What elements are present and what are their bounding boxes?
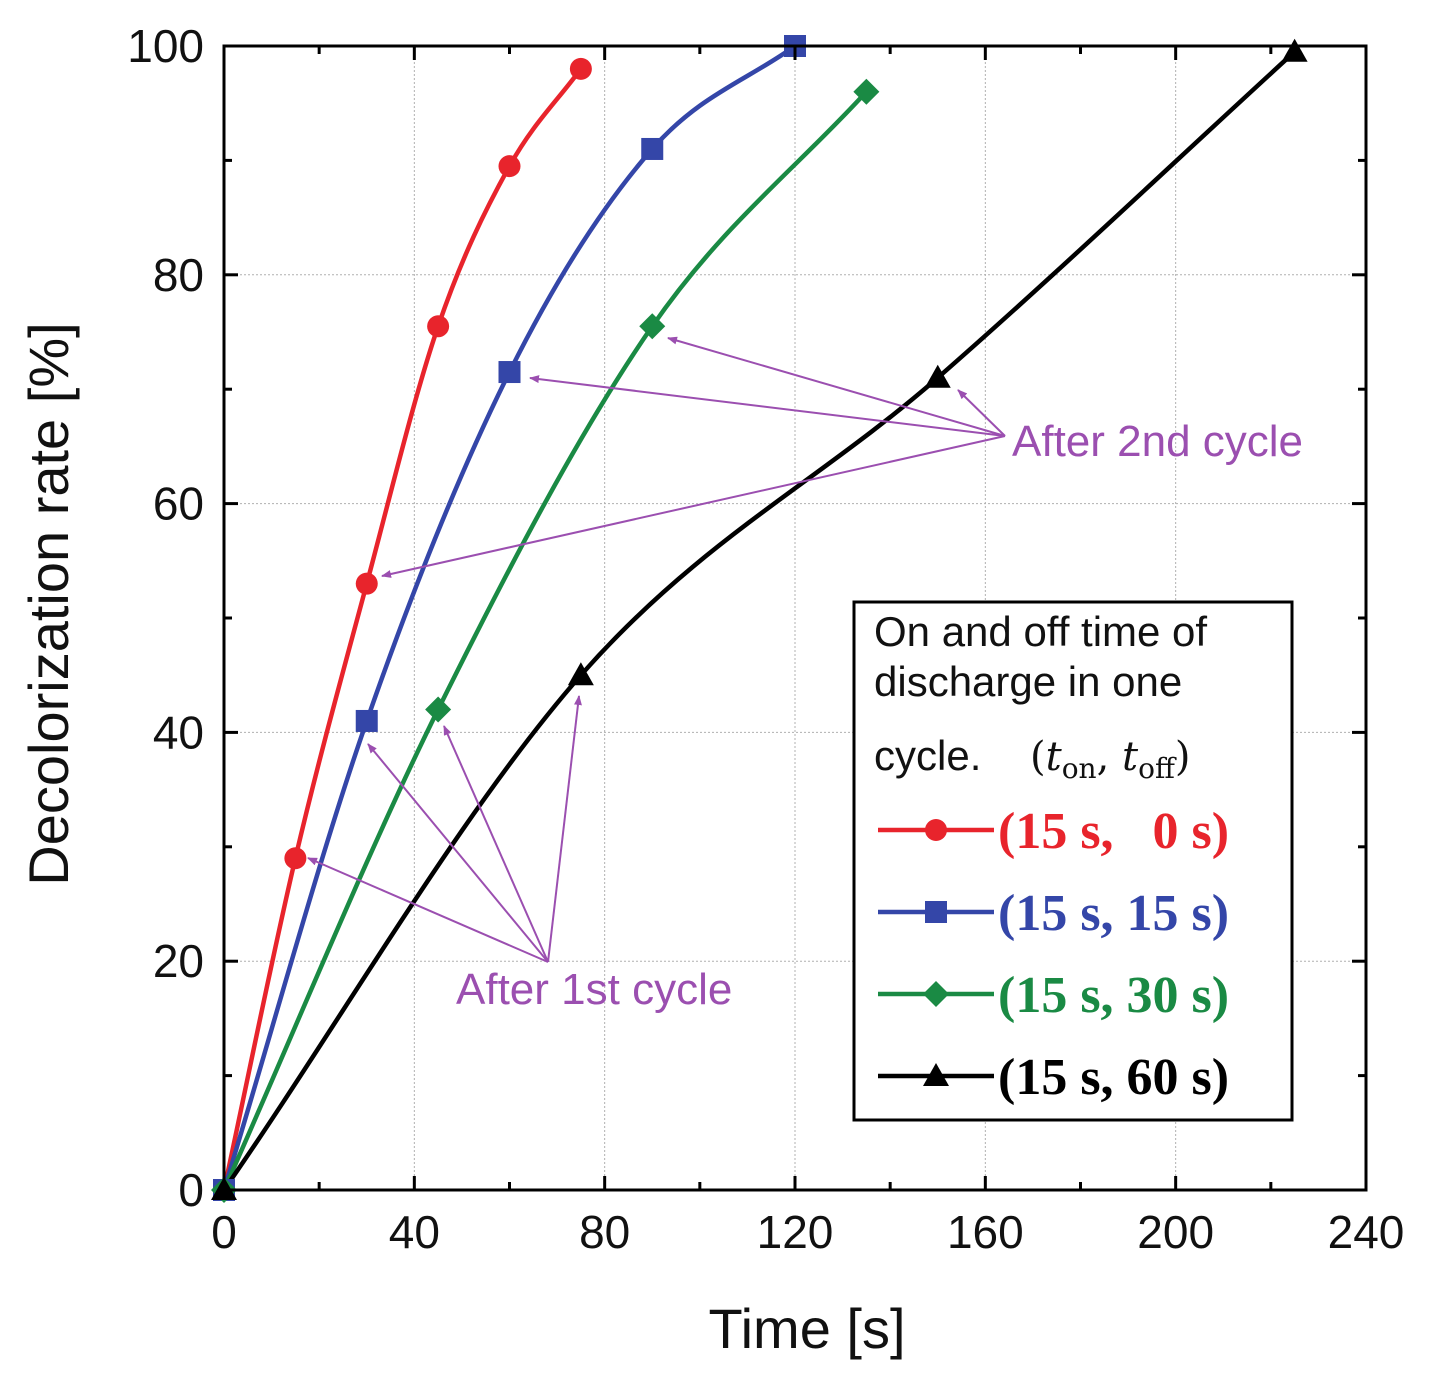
data-point-15-60 (924, 364, 951, 388)
y-tick-label: 40 (153, 706, 204, 758)
legend-marker-15-0 (925, 819, 947, 841)
series-line-15-15 (221, 43, 798, 1193)
y-tick-label: 20 (153, 935, 204, 987)
data-point-15-30 (639, 313, 666, 340)
x-tick-label: 160 (947, 1206, 1024, 1258)
annotation-arrow-2nd (529, 375, 1006, 437)
legend-label-15-60: (15 s, 60 s) (998, 1049, 1229, 1106)
legend-label-15-30: (15 s, 30 s) (998, 967, 1229, 1024)
x-tick-label: 200 (1137, 1206, 1214, 1258)
y-tick-label: 80 (153, 249, 204, 301)
legend-box (852, 600, 1294, 1122)
data-point-15-60 (567, 662, 594, 686)
legend-marker-15-15 (925, 901, 947, 923)
annotation-arrow-1st (367, 743, 549, 963)
annotation-arrow-2nd (667, 336, 1006, 437)
legend-title-cycle: cycle. (874, 732, 981, 779)
data-point-15-30 (425, 696, 452, 723)
series-line-15-30 (221, 89, 869, 1193)
legend-title-line: discharge in one (874, 658, 1182, 705)
annotation-arrow-2nd (957, 389, 1006, 437)
annotation-label-2nd: After 2nd cycle (1012, 417, 1303, 466)
y-tick-label: 0 (178, 1164, 204, 1216)
legend-title-math: (ton, toff) (1030, 734, 1190, 785)
annotation-arrow-1st (547, 695, 582, 963)
x-tick-label: 80 (579, 1206, 630, 1258)
data-point-15-15 (355, 709, 378, 732)
y-tick-label: 100 (127, 20, 204, 72)
data-point-15-0 (498, 155, 521, 178)
x-tick-label: 0 (211, 1206, 237, 1258)
annotation-arrow-1st (443, 725, 549, 963)
y-tick-label: 60 (153, 478, 204, 530)
data-point-15-15 (641, 137, 664, 160)
legend-label-15-0: (15 s, 0 s) (998, 803, 1229, 860)
annotation-arrow-1st (307, 857, 549, 963)
legend-title-line: On and off time of (874, 608, 1207, 655)
data-point-15-0 (284, 847, 307, 870)
data-point-15-0 (569, 57, 592, 80)
series-line-15-60 (221, 49, 1297, 1193)
data-point-15-15 (498, 361, 521, 384)
annotation-label-1st: After 1st cycle (456, 965, 732, 1014)
annotation-arrow-2nd (381, 435, 1006, 578)
legend-label-15-15: (15 s, 15 s) (998, 885, 1229, 942)
data-point-15-0 (355, 572, 378, 595)
x-tick-label: 240 (1328, 1206, 1405, 1258)
data-point-15-60 (1281, 38, 1308, 62)
x-tick-label: 120 (757, 1206, 834, 1258)
data-point-15-30 (853, 78, 880, 105)
data-point-15-0 (427, 315, 450, 338)
legend-marker-15-30 (923, 981, 949, 1007)
y-axis-title: Decolorization rate [%] (17, 322, 80, 885)
x-tick-label: 40 (389, 1206, 440, 1258)
legend-marker-15-60 (923, 1063, 949, 1086)
x-axis-title: Time [s] (708, 1297, 905, 1360)
